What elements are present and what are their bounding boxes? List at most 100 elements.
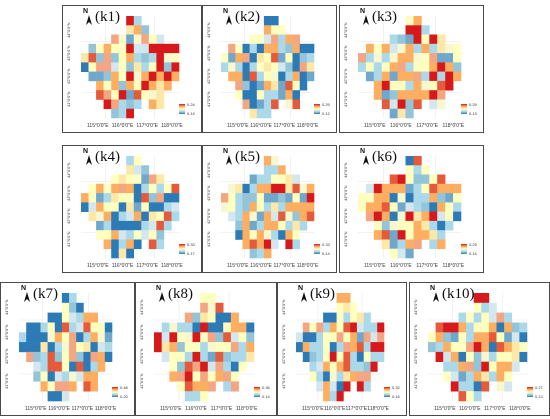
grid-cell (481, 342, 490, 353)
grid-cell (61, 302, 70, 313)
grid-cell (405, 25, 414, 35)
grid-cell (373, 230, 382, 240)
grid-cell (519, 351, 528, 362)
longitude-tick-label: 117°0'0"E (273, 123, 296, 129)
longitude-tick-label: 116°0'0"E (185, 406, 207, 412)
legend-color-ramp (527, 387, 533, 397)
grid-cell (389, 239, 398, 250)
grid-cell (365, 62, 375, 72)
grid-cell (169, 332, 178, 343)
legend-min-value: 0.14 (262, 394, 270, 399)
grid-cell (421, 165, 430, 175)
grid-cell (356, 381, 364, 392)
grid-cell (207, 351, 216, 362)
grid-cell (397, 220, 406, 231)
grid-cell (405, 99, 414, 110)
grid-cell (363, 322, 371, 333)
grid-cell (309, 332, 317, 343)
grid-cell (192, 342, 201, 353)
grid-cell (397, 230, 406, 240)
grid-cell (381, 90, 390, 100)
grid-cell (429, 90, 438, 100)
grid-cell (148, 62, 157, 72)
panel-label: (k10) (442, 286, 475, 302)
grid-cell (133, 220, 142, 231)
grid-cell (118, 62, 127, 72)
north-arrow-icon: N (83, 148, 93, 166)
grid-cell (207, 293, 216, 304)
grid-cell (278, 193, 286, 203)
latitude-tick-label: 44°0'0"N (4, 299, 9, 315)
grid-cell (263, 165, 272, 175)
grid-cell (413, 80, 422, 91)
grid-cell (69, 293, 77, 304)
grid-cell (118, 71, 127, 82)
north-arrow-icon: N (360, 148, 370, 166)
grid-cell (256, 239, 265, 250)
grid-cell (141, 71, 150, 82)
grid-cell (421, 62, 430, 72)
grid-cell (96, 230, 104, 240)
grid-cell (148, 220, 157, 231)
grid-cell (141, 34, 150, 45)
grid-cell (405, 53, 414, 63)
grid-cell (163, 183, 172, 194)
map-panel-k6: (k6) N 44°0'0"N 43°0'0"N 42°0'0"N 41°0'0"N 115… (339, 145, 484, 273)
grid-cell (373, 202, 382, 212)
grid-cell (184, 371, 193, 382)
grid-cell (363, 361, 371, 372)
latitude-tick-label: 42°0'0"N (139, 348, 144, 364)
grid-cell (263, 99, 272, 110)
grid-cell (221, 62, 229, 72)
grid-cell (184, 381, 193, 392)
grid-cell (223, 371, 232, 382)
grid-cell (428, 342, 436, 353)
grid-cell (323, 391, 331, 402)
grid-cell (481, 302, 490, 313)
grid-cell (163, 211, 172, 222)
grid-cell (421, 80, 430, 91)
grid-cell (111, 211, 119, 222)
grid-cell (309, 351, 317, 362)
grid-cell (76, 351, 84, 362)
grid-cell (96, 80, 104, 91)
grid-cell (163, 71, 172, 82)
grid-cell (118, 183, 127, 194)
grid-cell (88, 53, 97, 63)
legend-color-ramp (314, 104, 320, 114)
grid-cell (242, 239, 250, 250)
grid-cell (329, 332, 337, 343)
panel-label: (k9) (310, 286, 335, 302)
grid-cell (397, 108, 406, 119)
grid-cell (358, 202, 367, 212)
grid-cell (76, 312, 84, 323)
grid-cell (141, 62, 150, 72)
grid-cell (184, 351, 193, 362)
grid-cell (511, 361, 520, 372)
longitude-tick-label: 117°0'0"E (345, 406, 368, 412)
grid-cell (126, 53, 134, 63)
grid-cell (238, 342, 247, 353)
grid-cell (263, 193, 272, 203)
grid-cell (118, 34, 127, 45)
grid-cell (215, 371, 224, 382)
color-legend: 0.36 0.14 (254, 385, 274, 399)
grid-cell (445, 53, 454, 63)
grid-cell (141, 193, 150, 203)
map-panel-k1: (k1) N 44°0'0"N 43°0'0"N 42°0'0"N 41°0'0"N 115… (62, 5, 202, 133)
grid-cell (184, 332, 193, 343)
grid-cell (69, 342, 77, 353)
grid-cell (511, 351, 520, 362)
grid-cell (435, 351, 444, 362)
longitude-tick-label: 118°0'0"E (442, 123, 465, 129)
latitude-tick-label: 41°0'0"N (281, 372, 286, 389)
grid-cell (370, 342, 378, 353)
grid-cell (292, 193, 300, 203)
grid-cell (473, 302, 482, 313)
grid-cell (377, 322, 385, 333)
grid-cell (278, 211, 286, 222)
grid-cell (381, 53, 390, 63)
grid-cell (445, 80, 454, 91)
grid-cell (133, 43, 142, 54)
grid-cell (242, 230, 250, 240)
